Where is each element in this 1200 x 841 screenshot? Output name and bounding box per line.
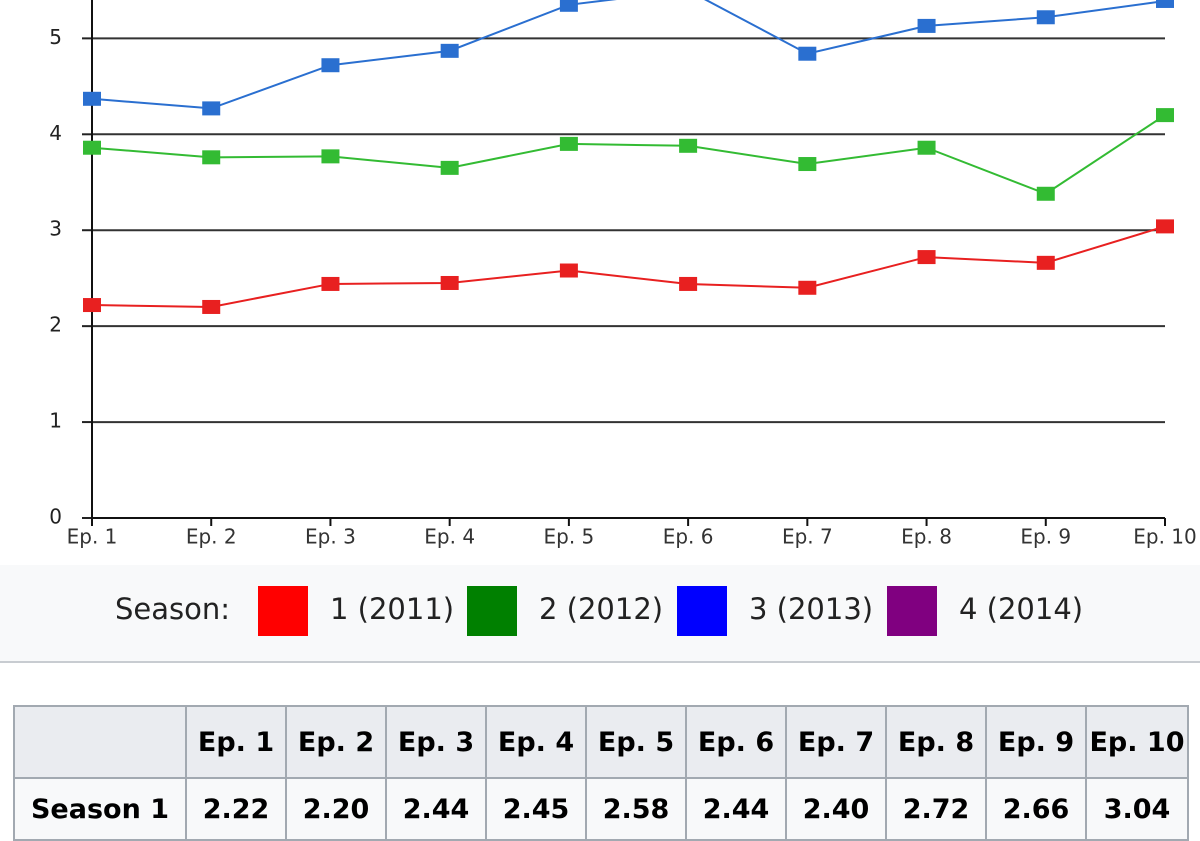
table-cell: 2.40 <box>785 777 887 841</box>
point-marker <box>440 275 459 290</box>
legend-swatch <box>677 586 727 636</box>
x-tick-label: Ep. 9 <box>1020 525 1071 549</box>
series-line <box>91 225 1166 308</box>
legend-label: 4 (2014) <box>959 592 1083 626</box>
y-tick-label: 3 <box>49 217 62 241</box>
legend-label: 3 (2013) <box>749 592 873 626</box>
header-cell: Ep. 9 <box>985 705 1087 779</box>
series-line <box>91 114 1166 195</box>
point-marker <box>559 136 578 151</box>
point-marker <box>1156 108 1174 123</box>
header-cell: Ep. 8 <box>885 705 987 779</box>
table-cell: 2.58 <box>585 777 687 841</box>
y-tick-label: 5 <box>49 25 62 49</box>
point-marker <box>559 0 578 12</box>
ratings-table: Ep. 1 Ep. 2 Ep. 3 Ep. 4 Ep. 5 Ep. 6 Ep. 7 Ep. 8… <box>13 705 1189 841</box>
x-tick-label: Ep. 4 <box>424 525 475 549</box>
point-marker <box>202 101 221 116</box>
point-marker <box>202 150 221 165</box>
header-cell: Ep. 10 <box>1085 705 1189 779</box>
point-marker <box>321 276 340 291</box>
x-tick-label: Ep. 2 <box>186 525 237 549</box>
point-marker <box>321 149 340 164</box>
legend-label: 2 (2012) <box>539 592 663 626</box>
y-tick-label: 0 <box>49 505 62 529</box>
point-marker <box>1036 10 1055 25</box>
x-tick-label: Ep. 7 <box>782 525 833 549</box>
point-marker <box>798 280 817 295</box>
point-marker <box>798 46 817 61</box>
x-tick-label: Ep. 1 <box>67 525 118 549</box>
point-marker <box>1036 255 1055 270</box>
table-cell: 2.72 <box>885 777 987 841</box>
header-cell: Ep. 1 <box>185 705 287 779</box>
legend-swatch <box>467 586 517 636</box>
point-marker <box>321 58 340 73</box>
point-marker <box>1036 186 1055 201</box>
header-cell: Ep. 5 <box>585 705 687 779</box>
header-cell: Ep. 2 <box>285 705 387 779</box>
legend-swatch <box>887 586 937 636</box>
x-tick-label: Ep. 3 <box>305 525 356 549</box>
y-tick-label: 2 <box>49 313 62 337</box>
x-tick-label: Ep. 8 <box>901 525 952 549</box>
point-marker <box>559 263 578 278</box>
point-marker <box>917 140 936 155</box>
point-marker <box>83 91 101 106</box>
legend-title: Season: <box>115 592 230 626</box>
y-tick-label: 4 <box>49 121 62 145</box>
point-marker <box>440 160 459 175</box>
series-line <box>91 0 1166 110</box>
table-cell: 2.20 <box>285 777 387 841</box>
table-cell: 3.04 <box>1085 777 1189 841</box>
point-marker <box>917 18 936 33</box>
header-row: Ep. 1 Ep. 2 Ep. 3 Ep. 4 Ep. 5 Ep. 6 Ep. 7 Ep. 8… <box>13 705 1189 779</box>
header-cell <box>13 705 187 779</box>
x-tick-label: Ep. 5 <box>543 525 594 549</box>
point-marker <box>1156 219 1174 234</box>
point-marker <box>917 250 936 265</box>
table-cell: 2.44 <box>385 777 487 841</box>
table-cell: 2.22 <box>185 777 287 841</box>
point-marker <box>679 276 698 291</box>
legend-label: 1 (2011) <box>330 592 454 626</box>
point-marker <box>202 299 221 314</box>
table-row: Season 1 2.22 2.20 2.44 2.45 2.58 2.44 2.40 2.72… <box>13 777 1189 841</box>
point-marker <box>798 157 817 172</box>
header-cell: Ep. 7 <box>785 705 887 779</box>
point-marker <box>440 43 459 58</box>
y-tick-label: 1 <box>49 409 62 433</box>
point-marker <box>83 140 101 155</box>
legend-band <box>0 565 1200 663</box>
x-tick-label: Ep. 6 <box>663 525 714 549</box>
header-cell: Ep. 6 <box>685 705 787 779</box>
table-cell: 2.44 <box>685 777 787 841</box>
x-tick-label: Ep. 10 <box>1133 525 1197 549</box>
header-cell: Ep. 3 <box>385 705 487 779</box>
point-marker <box>1156 0 1174 8</box>
legend-swatch <box>258 586 308 636</box>
header-cell: Ep. 4 <box>485 705 587 779</box>
table-cell: 2.45 <box>485 777 587 841</box>
table-cell: Season 1 <box>13 777 187 841</box>
point-marker <box>679 138 698 153</box>
chart: 0 1 2 3 4 5 Ep. 1 Ep. 2 Ep. 3 Ep. 4 Ep. 5 Ep. 6 Ep. … <box>49 0 1197 636</box>
table-cell: 2.66 <box>985 777 1087 841</box>
point-marker <box>83 298 101 313</box>
